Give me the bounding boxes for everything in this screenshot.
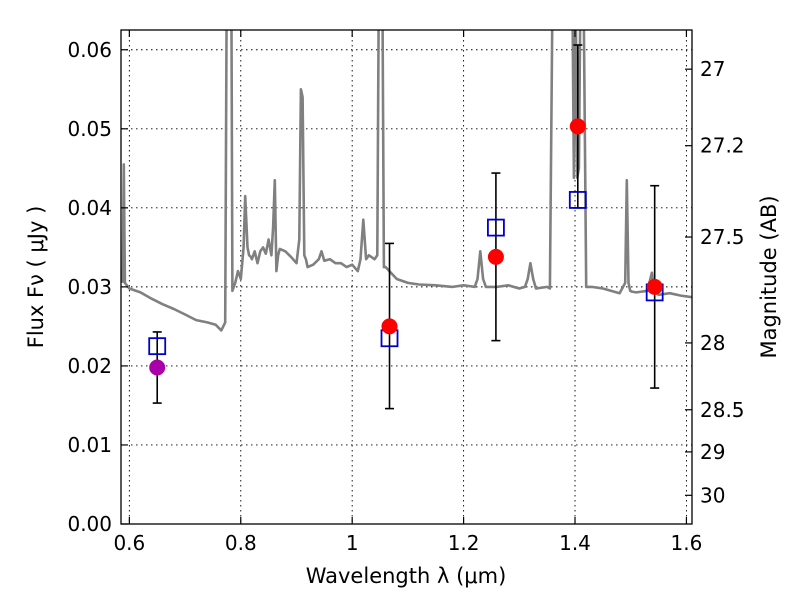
y-axis-label: Flux Fν ( μJy )	[24, 206, 48, 349]
y-tick-label: 0.02	[67, 354, 112, 378]
mag-tick-label: 28	[700, 331, 725, 355]
y-tick-label: 0.00	[67, 512, 112, 536]
mag-tick-label: 28.5	[700, 398, 745, 422]
mag-tick-label: 29	[700, 440, 725, 464]
observed-point	[488, 249, 503, 264]
observed-point	[570, 119, 585, 134]
x-tick-label: 1.4	[559, 531, 591, 555]
x-axis-label: Wavelength λ (μm)	[306, 564, 507, 588]
y-tick-label: 0.01	[67, 433, 112, 457]
y-tick-label: 0.04	[67, 196, 112, 220]
observed-point	[647, 279, 662, 294]
right-axis-label: Magnitude (AB)	[757, 195, 781, 358]
x-tick-label: 1	[346, 531, 359, 555]
y-tick-label: 0.06	[67, 38, 112, 62]
y-tick-label: 0.03	[67, 275, 112, 299]
mag-tick-label: 27	[700, 57, 725, 81]
grid	[121, 30, 692, 524]
observed-point	[150, 360, 165, 375]
mag-tick-label: 27.2	[700, 134, 745, 158]
observed-point	[382, 319, 397, 334]
x-tick-label: 1.6	[671, 531, 703, 555]
mag-tick-label: 30	[700, 483, 725, 507]
y-tick-label: 0.05	[67, 117, 112, 141]
x-tick-label: 0.8	[225, 531, 257, 555]
plot-frame	[121, 30, 692, 524]
x-tick-label: 0.6	[113, 531, 145, 555]
sed-chart: 0.6 0.8 1 1.2 1.4 1.6 0.00 0.01 0.02 0.03 0.04 0.05…	[0, 0, 800, 600]
x-tick-label: 1.2	[448, 531, 480, 555]
mag-tick-label: 27.5	[700, 225, 745, 249]
plot-area	[123, 0, 692, 409]
